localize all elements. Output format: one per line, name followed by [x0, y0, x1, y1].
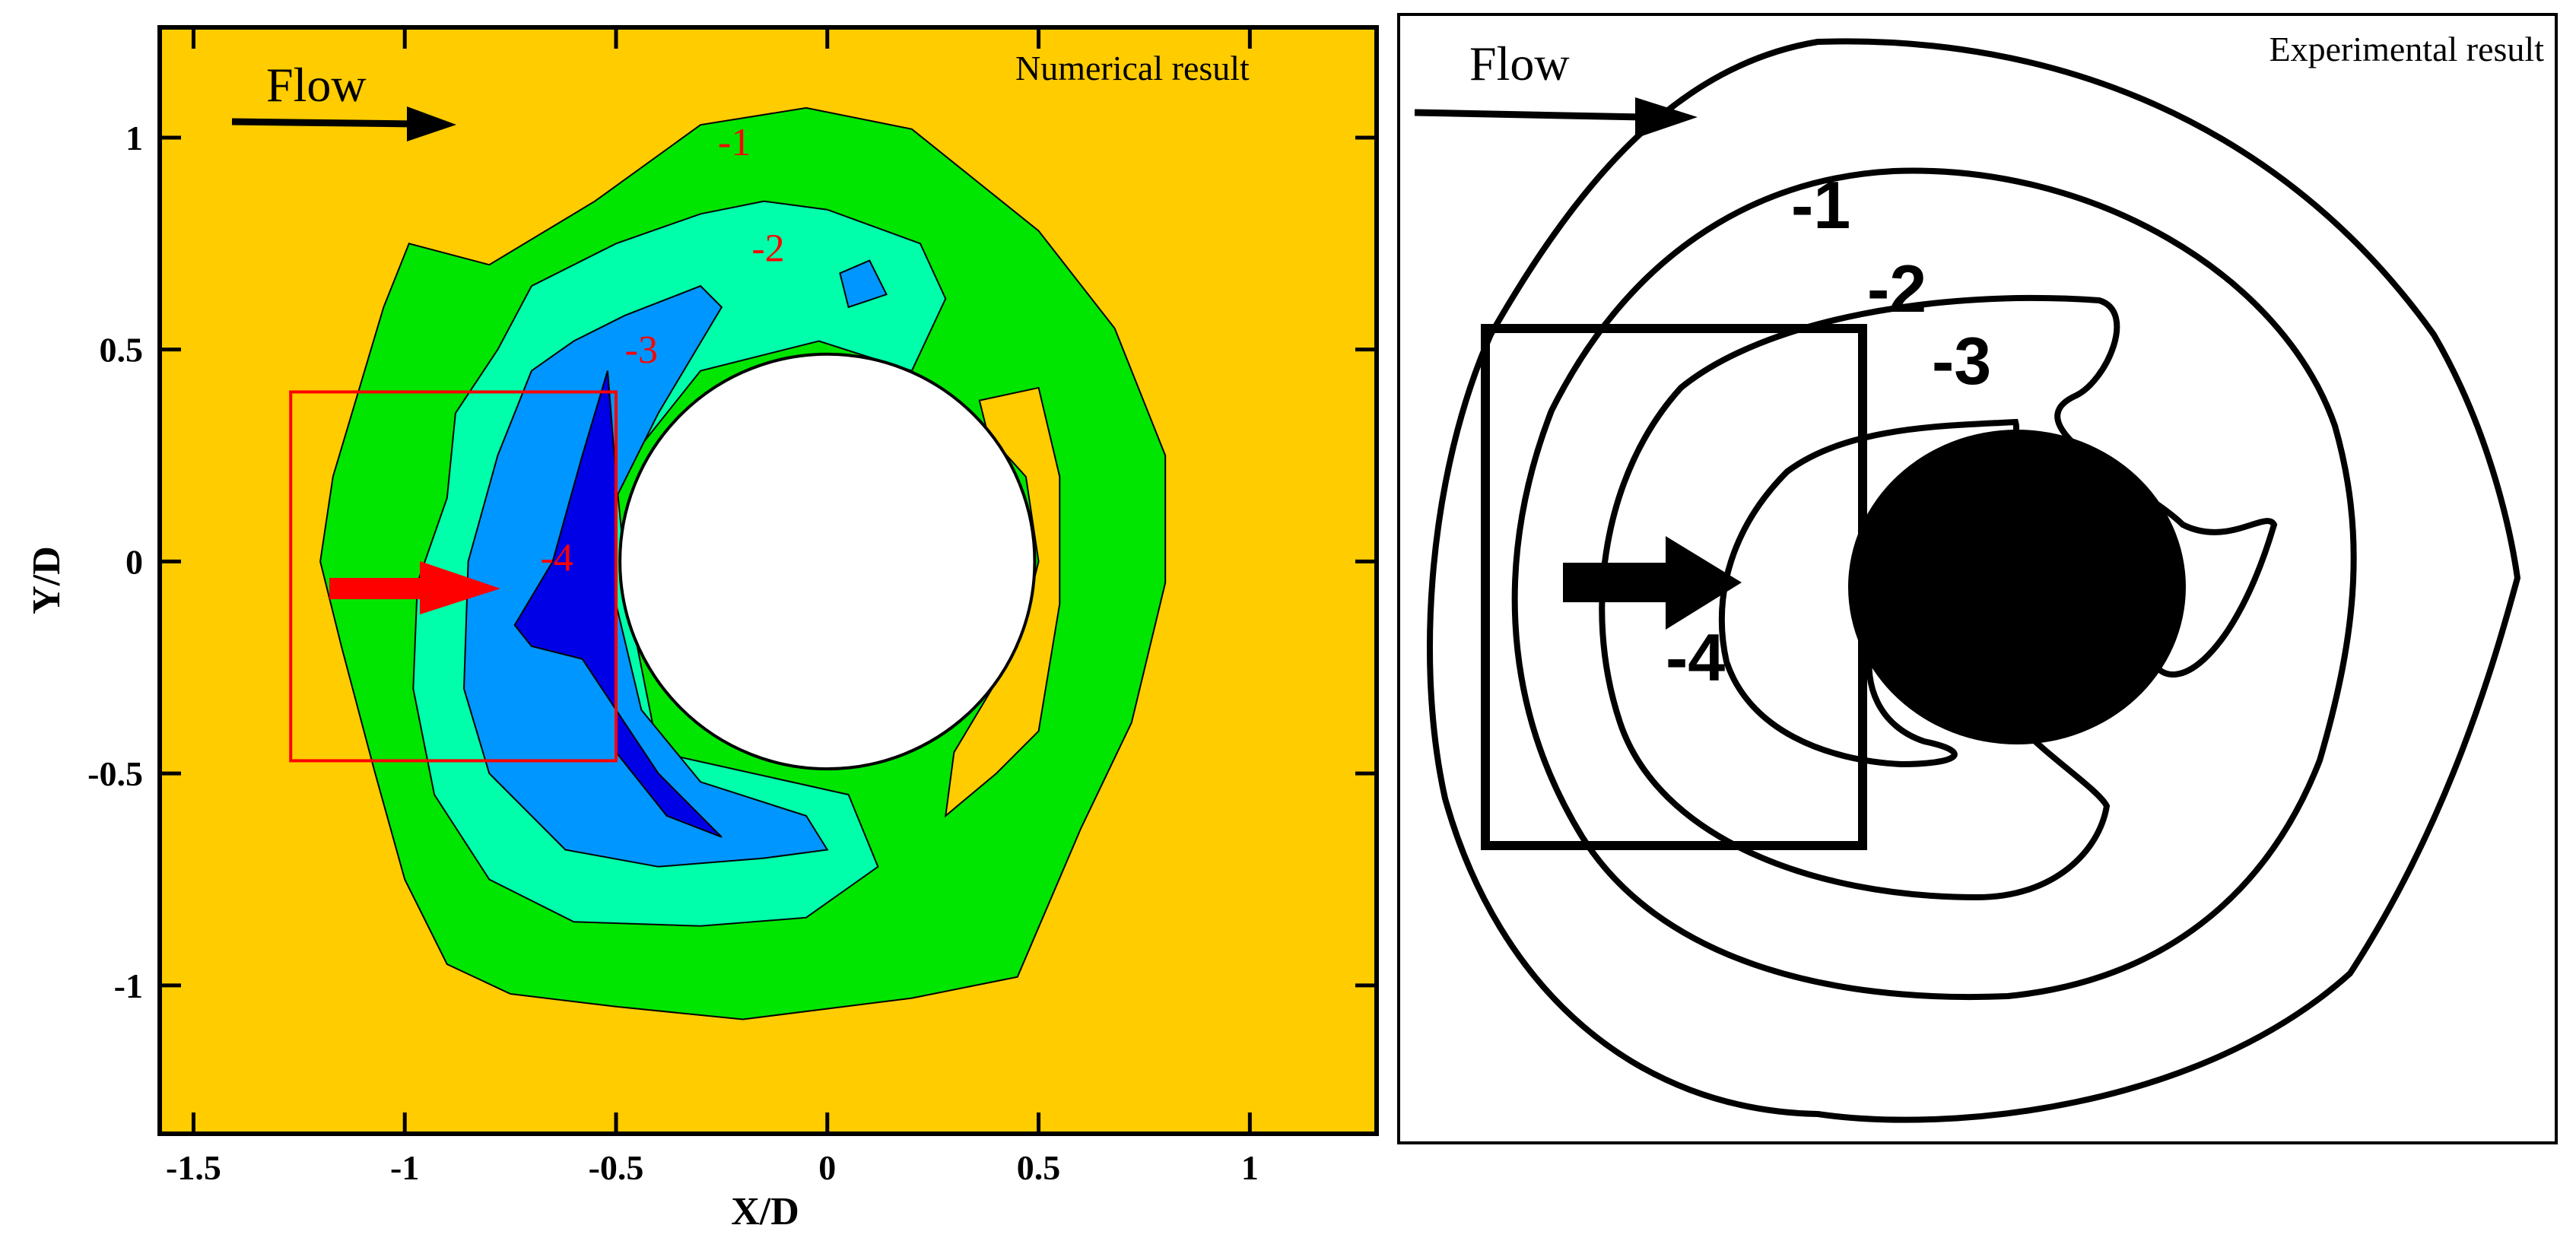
- experimental-result-caption: Experimental result: [2269, 30, 2545, 68]
- flow-label-left: Flow: [266, 58, 367, 112]
- flow-arrow-shaft-right: [1414, 109, 1644, 121]
- red-arrow-head: [420, 561, 500, 614]
- axis-ticks: -1.5 -1 -0.5 0 0.5 1 -1 -0.5 0 0.5 1: [87, 27, 1377, 1187]
- contour-region-background-5: [944, 386, 1061, 818]
- contour-labels: -1 -2 -3 -4: [541, 121, 785, 579]
- x-tick-label: -1: [390, 1148, 419, 1187]
- exp-contour-2: [1511, 167, 2357, 1001]
- flow-arrow-head-left: [407, 106, 456, 141]
- contour-region-level-3-2: [462, 284, 829, 868]
- black-arrow-shaft: [1563, 563, 1669, 602]
- plot-frame: [157, 25, 1379, 1136]
- exp-label-minus4: -4: [1666, 620, 1725, 695]
- exp-contour-1: [1427, 38, 2521, 1123]
- contour-region-level-3-4: [839, 259, 888, 309]
- y-tick-label: 0: [125, 542, 143, 581]
- y-tick-label: 0.5: [100, 331, 144, 370]
- y-tick-label: -1: [114, 966, 143, 1005]
- y-tick-label: 1: [125, 119, 143, 157]
- red-arrow: [329, 561, 500, 614]
- black-arrow-head: [1666, 536, 1742, 630]
- x-tick-label: -0.5: [589, 1148, 644, 1187]
- contour-label-3: -4: [541, 536, 573, 579]
- cylinder: [618, 352, 1037, 771]
- numerical-result-caption: Numerical result: [1015, 49, 1250, 87]
- y-axis-label: Y/D: [25, 546, 68, 614]
- x-tick-label: 0.5: [1017, 1148, 1061, 1187]
- x-axis-label: X/D: [731, 1190, 799, 1233]
- flow-label-right: Flow: [1469, 36, 1570, 90]
- exp-cylinder: [1848, 430, 2186, 744]
- x-tick-label: 0: [818, 1148, 836, 1187]
- flow-arrow-shaft-left: [231, 118, 415, 128]
- y-tick-label: -0.5: [87, 754, 143, 793]
- exp-label-minus1: -1: [1791, 167, 1850, 243]
- contour-label-2: -3: [625, 328, 658, 372]
- exp-label-minus2: -2: [1867, 251, 1926, 326]
- contour-label-1: -2: [751, 227, 784, 270]
- experimental-result-panel: Experimental result Flow -1 -2 -3 -4: [1397, 13, 2558, 1144]
- numerical-result-panel: -1 -2 -3 -4 Flow Numerical result -1.5 -1 -0.…: [25, 25, 1379, 1233]
- x-tick-label: -1.5: [166, 1148, 221, 1187]
- flow-indicator-left: Flow: [231, 58, 456, 141]
- contour-label-0: -1: [718, 121, 751, 164]
- black-arrow: [1563, 536, 1742, 630]
- highlight-box: [289, 390, 618, 763]
- x-tick-label: 1: [1241, 1148, 1259, 1187]
- exp-label-minus3: -3: [1932, 323, 1991, 398]
- red-arrow-shaft: [329, 578, 424, 599]
- exp-highlight-box: [1481, 324, 1867, 850]
